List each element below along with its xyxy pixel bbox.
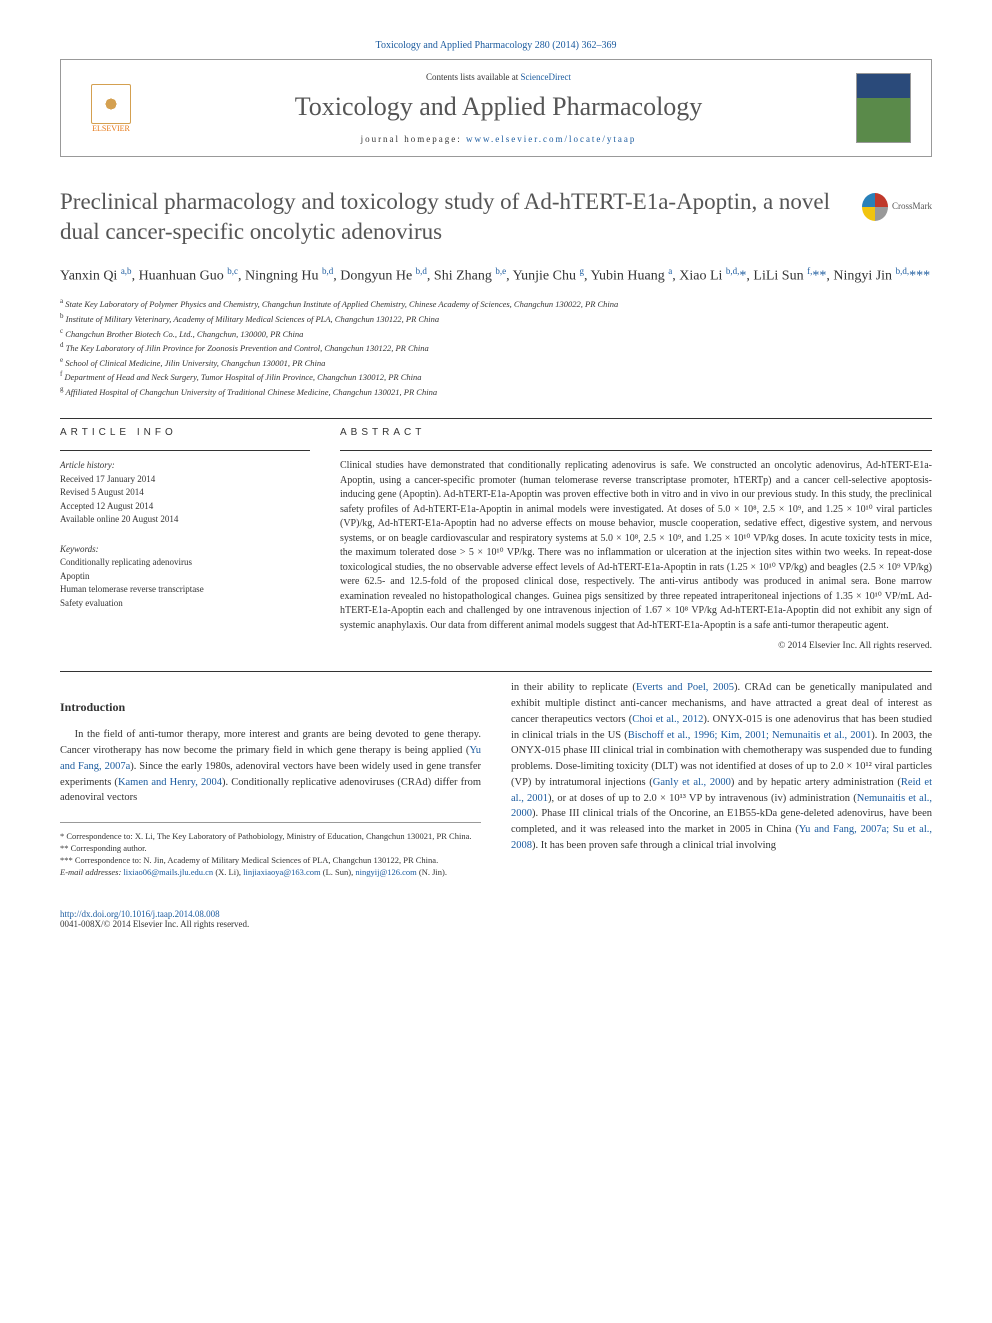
divider [60, 450, 310, 451]
crossmark-icon [862, 193, 888, 221]
intro-col2: in their ability to replicate (Everts an… [511, 680, 932, 853]
corr-2: ** Corresponding author. [60, 843, 481, 855]
publisher-name: ELSEVIER [92, 124, 130, 133]
emails: E-mail addresses: lixiao06@mails.jlu.edu… [60, 867, 481, 879]
article-info-heading: ARTICLE INFO [60, 427, 310, 438]
abstract-copyright: © 2014 Elsevier Inc. All rights reserved… [340, 641, 932, 651]
issn-copyright: 0041-008X/© 2014 Elsevier Inc. All right… [60, 919, 249, 929]
crossmark-badge[interactable]: CrossMark [862, 187, 932, 227]
page-footer: http://dx.doi.org/10.1016/j.taap.2014.08… [60, 909, 932, 929]
corr-1: * Correspondence to: X. Li, The Key Labo… [60, 831, 481, 843]
journal-reference: Toxicology and Applied Pharmacology 280 … [60, 40, 932, 51]
keywords-block: Keywords: Conditionally replicating aden… [60, 543, 310, 611]
authors-list: Yanxin Qi a,b, Huanhuan Guo b,c, Ningnin… [60, 265, 932, 287]
divider [60, 671, 932, 672]
homepage-link[interactable]: www.elsevier.com/locate/ytaap [466, 134, 636, 144]
affiliations-list: a State Key Laboratory of Polymer Physic… [60, 296, 932, 398]
elsevier-logo: ELSEVIER [81, 78, 141, 138]
doi-link[interactable]: http://dx.doi.org/10.1016/j.taap.2014.08… [60, 909, 220, 919]
divider [340, 450, 932, 451]
contents-line: Contents lists available at ScienceDirec… [141, 72, 856, 82]
divider [60, 418, 932, 419]
journal-title: Toxicology and Applied Pharmacology [141, 92, 856, 122]
intro-col1: In the field of anti-tumor therapy, more… [60, 727, 481, 806]
homepage-line: journal homepage: www.elsevier.com/locat… [141, 134, 856, 144]
corr-3: *** Correspondence to: N. Jin, Academy o… [60, 855, 481, 867]
journal-cover-image [856, 73, 911, 143]
abstract-heading: ABSTRACT [340, 427, 932, 438]
journal-header: ELSEVIER Contents lists available at Sci… [60, 59, 932, 157]
introduction-heading: Introduction [60, 700, 481, 715]
correspondence-footnotes: * Correspondence to: X. Li, The Key Labo… [60, 822, 481, 879]
sciencedirect-link[interactable]: ScienceDirect [521, 72, 571, 82]
abstract-text: Clinical studies have demonstrated that … [340, 459, 932, 633]
article-history: Article history: Received 17 January 201… [60, 459, 310, 527]
article-title: Preclinical pharmacology and toxicology … [60, 187, 932, 247]
